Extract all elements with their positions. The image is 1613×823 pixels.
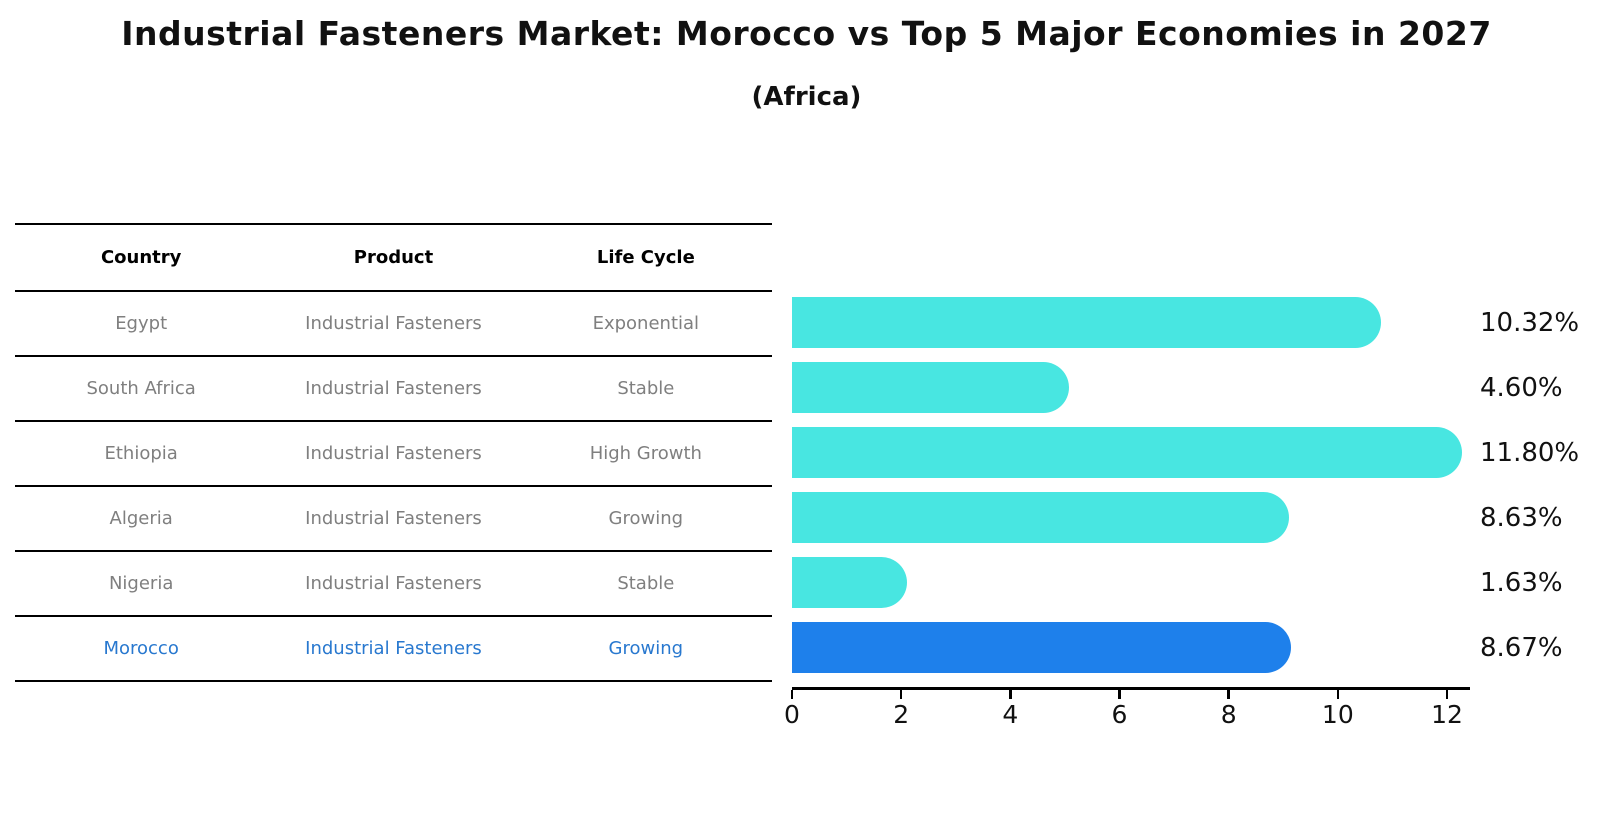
cell-country: Ethiopia (104, 443, 178, 464)
cell-country: Nigeria (108, 573, 174, 594)
bar-row-algeria: 8.63% (792, 485, 1613, 550)
bar (792, 557, 907, 608)
bar-value-label: 4.60% (1480, 372, 1563, 403)
cell-life-cycle: High Growth (589, 443, 702, 464)
cell-product: Industrial Fasteners (305, 378, 482, 399)
bar-row-egypt: 10.32% (792, 290, 1613, 355)
bar-chart-area: 10.32% 4.60% 11.80% 8.63% 1.63% 8.67% (792, 290, 1613, 680)
bar-value-label: 11.80% (1480, 437, 1580, 468)
column-header-product: Product (353, 247, 434, 268)
table-row-algeria: Algeria Industrial Fasteners Growing (15, 487, 772, 552)
x-tick-label: 2 (893, 700, 910, 729)
bar (792, 427, 1463, 478)
x-tick (1227, 689, 1230, 699)
x-tick-label: 8 (1220, 700, 1237, 729)
cell-product: Industrial Fasteners (305, 443, 482, 464)
table-header-row: Country Product Life Cycle (15, 225, 772, 292)
comparison-table: Country Product Life Cycle Egypt Industri… (15, 223, 772, 682)
table-row-ethiopia: Ethiopia Industrial Fasteners High Growth (15, 422, 772, 487)
cell-life-cycle: Exponential (592, 313, 700, 334)
column-header-life-cycle: Life Cycle (596, 247, 695, 268)
bar-value-label: 1.63% (1480, 567, 1563, 598)
cell-country: Morocco (103, 638, 179, 659)
table-row-egypt: Egypt Industrial Fasteners Exponential (15, 292, 772, 357)
cell-life-cycle: Growing (608, 508, 684, 529)
x-tick-label: 4 (1002, 700, 1019, 729)
x-tick (1445, 689, 1449, 699)
cell-life-cycle: Stable (617, 378, 675, 399)
page-title: Industrial Fasteners Market: Morocco vs … (121, 14, 1492, 53)
table-row-nigeria: Nigeria Industrial Fasteners Stable (15, 552, 772, 617)
bar (792, 362, 1070, 413)
cell-country: South Africa (86, 378, 196, 399)
x-tick-label: 10 (1321, 700, 1354, 729)
bar-highlight (792, 622, 1292, 673)
x-tick (790, 689, 794, 699)
x-tick-label: 6 (1111, 700, 1128, 729)
bar (792, 297, 1382, 348)
x-axis-line (792, 687, 1470, 690)
page-subtitle: (Africa) (751, 82, 862, 112)
x-tick (1336, 689, 1340, 699)
table-row-south-africa: South Africa Industrial Fasteners Stable (15, 357, 772, 422)
x-tick (1009, 689, 1012, 699)
cell-product: Industrial Fasteners (305, 508, 482, 529)
bar-value-label: 8.63% (1480, 502, 1563, 533)
bar-row-nigeria: 1.63% (792, 550, 1613, 615)
cell-life-cycle: Growing (608, 638, 684, 659)
x-tick (899, 689, 903, 699)
x-tick-label: 12 (1431, 700, 1463, 729)
bar-row-ethiopia: 11.80% (792, 420, 1613, 485)
cell-country: Algeria (109, 508, 173, 529)
bar-row-south-africa: 4.60% (792, 355, 1613, 420)
table-row-morocco: Morocco Industrial Fasteners Growing (15, 617, 772, 682)
x-axis: 0 2 4 6 8 10 12 (784, 687, 1470, 737)
cell-life-cycle: Stable (617, 573, 675, 594)
cell-product: Industrial Fasteners (305, 638, 482, 659)
bar-value-label: 8.67% (1480, 632, 1563, 663)
column-header-country: Country (100, 247, 182, 268)
bar-value-label: 10.32% (1480, 307, 1580, 338)
cell-country: Egypt (115, 313, 168, 334)
x-tick (1118, 689, 1121, 699)
bar (792, 492, 1290, 543)
x-tick-label: 0 (784, 700, 800, 729)
cell-product: Industrial Fasteners (305, 313, 482, 334)
cell-product: Industrial Fasteners (305, 573, 482, 594)
bar-row-morocco: 8.67% (792, 615, 1613, 680)
